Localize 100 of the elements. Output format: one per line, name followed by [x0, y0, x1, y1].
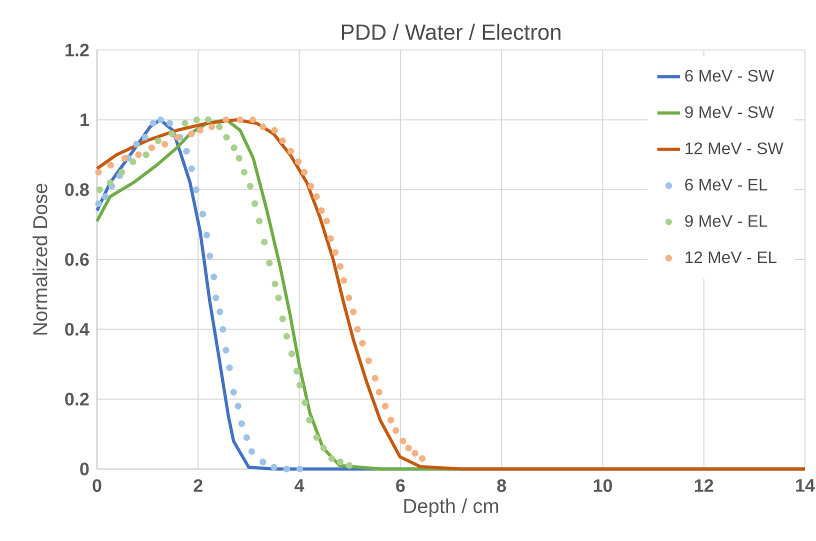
point	[350, 308, 357, 316]
point	[327, 235, 334, 242]
point	[260, 123, 266, 130]
point	[308, 182, 314, 190]
point	[405, 444, 412, 452]
point	[216, 123, 223, 130]
point	[336, 458, 344, 466]
point	[142, 134, 148, 141]
y-tick-label: 0.2	[65, 392, 89, 406]
x-tick-label: 6	[396, 479, 405, 492]
point	[256, 218, 263, 224]
point	[346, 462, 353, 469]
point	[135, 151, 142, 158]
point	[392, 427, 400, 434]
point	[166, 120, 174, 127]
point	[130, 158, 136, 166]
point	[212, 294, 220, 302]
point	[249, 116, 256, 124]
point	[240, 168, 248, 176]
x-tick-label: 14	[796, 479, 815, 492]
point	[208, 123, 216, 130]
y-tick-label: 0	[80, 462, 89, 476]
point	[372, 374, 378, 382]
point	[296, 382, 304, 389]
point	[106, 179, 114, 186]
point	[346, 294, 352, 302]
point	[118, 168, 126, 176]
x-tick-label: 8	[497, 479, 506, 492]
point	[222, 116, 230, 124]
point	[336, 263, 344, 270]
point	[306, 416, 313, 424]
point	[272, 280, 278, 288]
point	[270, 464, 278, 471]
point	[193, 116, 200, 124]
point	[332, 249, 339, 256]
point	[203, 232, 210, 238]
point	[271, 126, 278, 134]
y-tick-label: 0.4	[65, 322, 90, 336]
point	[243, 434, 250, 441]
x-tick-label: 4	[294, 479, 304, 492]
point	[236, 154, 242, 162]
legend-label: 6 MeV - EL	[685, 178, 768, 191]
chart-title: PDD / Water / Electron	[342, 24, 560, 40]
point	[313, 434, 320, 441]
point	[121, 154, 128, 162]
legend-label: 12 MeV - EL	[686, 251, 776, 264]
point	[287, 148, 294, 155]
legend-label: 9 MeV - SW	[685, 106, 774, 118]
point	[283, 466, 290, 472]
point	[301, 168, 308, 176]
point	[382, 402, 389, 410]
point	[236, 116, 244, 124]
point	[199, 210, 206, 218]
point	[320, 444, 327, 452]
point	[328, 455, 335, 462]
point	[161, 140, 168, 148]
point	[174, 134, 181, 141]
point	[279, 137, 286, 144]
point	[318, 207, 325, 214]
point	[387, 416, 394, 424]
x-axis-title: Depth / cm	[404, 498, 498, 518]
point	[365, 357, 372, 364]
point	[204, 116, 212, 124]
point	[323, 218, 330, 224]
point	[313, 193, 320, 200]
point	[251, 200, 258, 207]
point	[275, 294, 282, 302]
point	[157, 116, 164, 124]
point	[226, 364, 233, 372]
point	[95, 168, 102, 176]
point	[196, 126, 204, 134]
point	[133, 140, 140, 148]
x-tick-label: 12	[694, 479, 714, 492]
legend-label: 9 MeV - EL	[685, 215, 768, 227]
y-axis-title: Normalized Dose	[32, 184, 48, 335]
point	[248, 448, 256, 455]
legend-label: 6 MeV - SW	[685, 70, 774, 82]
point	[154, 137, 162, 144]
point	[359, 340, 366, 347]
point	[283, 332, 290, 340]
point	[223, 134, 230, 141]
point	[354, 326, 361, 333]
y-tick-label: 0.6	[65, 253, 89, 266]
point	[96, 186, 103, 193]
point	[188, 165, 195, 172]
point	[192, 186, 200, 193]
point	[246, 182, 254, 190]
point	[102, 193, 108, 200]
point	[261, 238, 268, 246]
point	[238, 420, 245, 427]
point	[216, 308, 224, 316]
point	[206, 252, 214, 260]
point	[188, 130, 195, 138]
point	[293, 368, 300, 375]
point	[418, 455, 426, 462]
point	[279, 316, 286, 322]
point	[168, 130, 176, 138]
point	[376, 388, 383, 396]
point	[182, 120, 188, 127]
y-tick-label: 0.8	[65, 183, 89, 196]
